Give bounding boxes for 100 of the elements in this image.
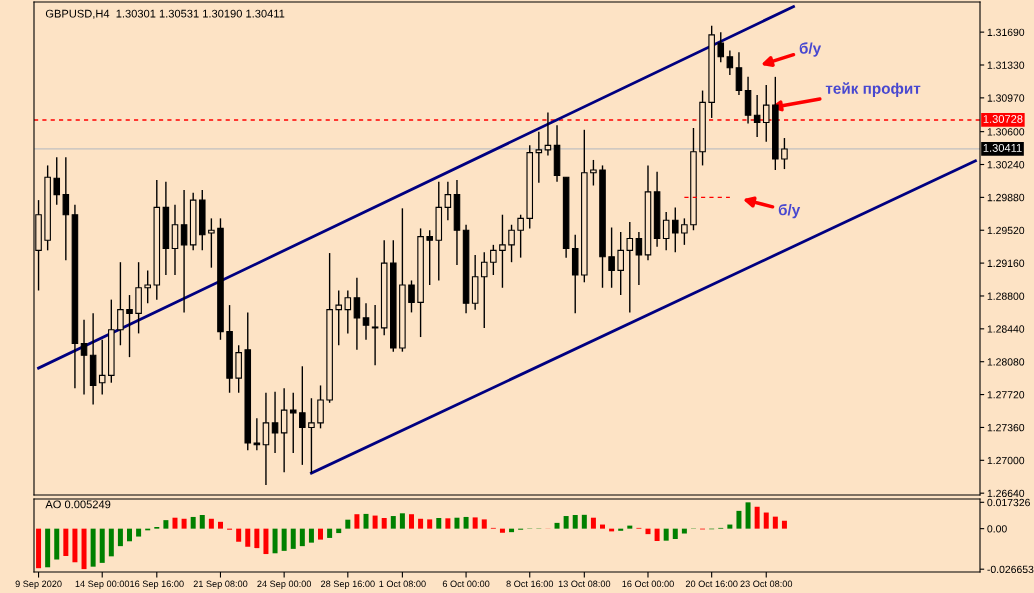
candlestick (444, 181, 452, 221)
y-tick-label: 1.27000 (987, 456, 1025, 465)
bar (272, 528, 278, 554)
bar (117, 528, 123, 547)
bar (136, 528, 142, 537)
candlestick (289, 392, 297, 454)
bar (363, 513, 369, 529)
bar (572, 514, 578, 529)
bar (127, 528, 133, 542)
bar (672, 528, 678, 539)
candlestick (590, 159, 597, 187)
candlestick (762, 84, 770, 143)
candlestick (171, 203, 179, 276)
y-tick-label: 1.28440 (987, 325, 1025, 333)
bar (81, 528, 87, 570)
bar (208, 518, 214, 529)
candlestick (671, 206, 679, 253)
candlestick (353, 277, 361, 351)
bar (217, 521, 223, 529)
bar (663, 528, 669, 541)
bar (763, 512, 769, 529)
bar (381, 518, 387, 529)
y-tick-label: 1.29520 (987, 226, 1025, 235)
candlestick (681, 217, 688, 246)
bar (190, 516, 196, 529)
candlestick (480, 251, 488, 329)
bar (754, 506, 760, 529)
candlestick (408, 279, 415, 314)
bar (472, 517, 478, 529)
candlestick (717, 31, 725, 63)
candlestick (299, 365, 306, 466)
bar (600, 524, 606, 529)
bar (281, 528, 287, 551)
bar (681, 528, 687, 534)
x-tick-label: 16 Oct 00:00 (622, 580, 674, 588)
bar (90, 528, 96, 567)
bar (654, 528, 660, 541)
bar (63, 528, 69, 557)
bar (481, 519, 487, 529)
bar (54, 528, 60, 560)
bar (254, 528, 260, 549)
bar (563, 516, 569, 529)
candlestick (317, 384, 324, 430)
candlestick (80, 319, 88, 396)
y-tick-label: 1.30970 (987, 94, 1025, 102)
y-tick-label: 1.31330 (987, 61, 1025, 69)
text: GBPUSD,H4 1.30301 1.30531 1.30190 1.30411 (45, 9, 285, 19)
candlestick (144, 269, 151, 304)
candlestick (180, 189, 188, 314)
chart-title: AO 0.005249 (45, 500, 111, 509)
candlestick (626, 221, 634, 314)
candlestick (308, 397, 315, 474)
candlestick (781, 137, 788, 170)
bar (354, 514, 360, 529)
bar (181, 518, 187, 529)
bar (327, 528, 333, 538)
bar (345, 519, 351, 529)
bar (318, 528, 324, 540)
x-tick-label: 20 Oct 16:00 (685, 580, 738, 588)
bar (745, 502, 751, 529)
y-tick-label: 1.29880 (987, 193, 1025, 202)
bar (199, 514, 205, 529)
bar (772, 516, 778, 529)
bar (445, 518, 451, 529)
bar (172, 517, 178, 529)
bar (163, 520, 169, 529)
candlestick (608, 226, 615, 289)
bar (308, 528, 314, 543)
y-tick-label: 1.26640 (987, 489, 1025, 498)
x-tick-label: 28 Sep 16:00 (321, 580, 375, 589)
y-tick-label: 1.31690 (987, 28, 1025, 36)
y-tick-label: 1.29160 (987, 259, 1025, 267)
bar (463, 516, 469, 529)
candlestick (126, 294, 133, 358)
bar (736, 510, 742, 529)
candlestick (262, 392, 270, 486)
bar (390, 516, 396, 529)
bar (781, 520, 787, 529)
candlestick (499, 214, 506, 289)
candlestick (253, 417, 261, 451)
bar (499, 528, 505, 533)
y-tick-label: 1.27360 (987, 423, 1025, 432)
bar (645, 528, 651, 535)
bar (108, 528, 114, 557)
candlestick (371, 304, 379, 367)
candlestick (508, 224, 515, 263)
bar (427, 519, 433, 529)
x-tick-label: 9 Sep 2020 (15, 580, 62, 589)
bar (263, 528, 269, 555)
x-tick-label: 6 Oct 00:00 (442, 580, 490, 588)
x-tick-label: 8 Oct 16:00 (506, 580, 554, 588)
candlestick (726, 49, 734, 76)
candlestick (662, 211, 670, 252)
y-tick-label: 1.30600 (987, 128, 1025, 136)
bar (72, 528, 78, 563)
y-tick-label: -0.026653 (987, 565, 1034, 574)
bar (727, 524, 733, 529)
candlestick (544, 111, 552, 157)
x-tick-label: 24 Sep 00:00 (257, 580, 312, 589)
candlestick (344, 289, 352, 335)
